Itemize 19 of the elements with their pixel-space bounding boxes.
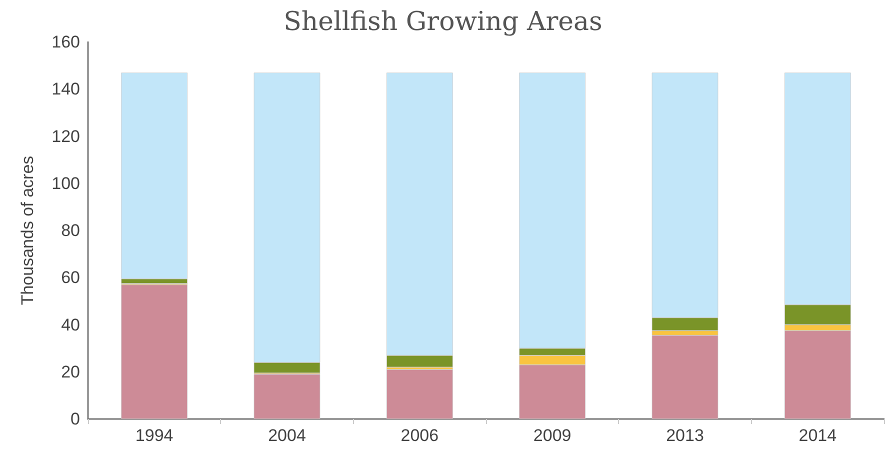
y-tick-label: 0 — [70, 410, 80, 428]
y-axis-title: Thousands of acres — [18, 156, 37, 306]
y-tick-label: 120 — [52, 126, 80, 146]
x-tick-label: 1994 — [135, 426, 174, 445]
bar — [386, 370, 453, 419]
y-tick-label: 160 — [52, 32, 80, 52]
x-tick-label: 2014 — [798, 426, 837, 445]
x-tick-label: 2009 — [533, 426, 572, 445]
x-tick-label: 2006 — [400, 426, 439, 445]
y-tick-label: 80 — [61, 221, 80, 240]
x-tick-label: 2013 — [666, 426, 704, 445]
y-tick-label: 100 — [52, 174, 80, 193]
y-tick-label: 40 — [61, 315, 80, 334]
y-tick-label: 140 — [52, 80, 80, 99]
chart-title: Shellfish Growing Areas — [284, 7, 602, 37]
y-tick-label: 60 — [61, 268, 80, 288]
y-tick-label: 20 — [61, 362, 80, 382]
bar — [652, 335, 718, 419]
x-tick-label: 2004 — [268, 426, 306, 445]
